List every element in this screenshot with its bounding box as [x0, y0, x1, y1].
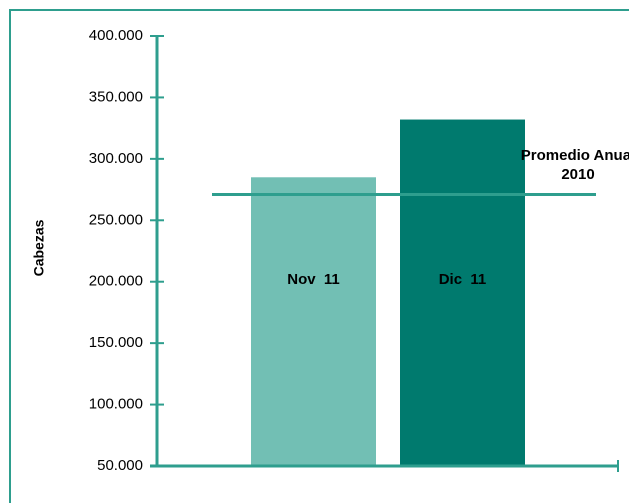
y-tick-label: 50.000	[97, 457, 143, 474]
bar	[251, 177, 376, 467]
frame	[9, 9, 629, 503]
y-tick-label: 100.000	[89, 396, 143, 413]
y-tick-label: 200.000	[89, 273, 143, 290]
reference-label: Promedio Anual 2010	[520, 147, 629, 183]
y-tick-label: 250.000	[89, 211, 143, 228]
bar	[400, 119, 525, 467]
y-tick-label: 350.000	[89, 88, 143, 105]
y-axis-label: Cabezas	[31, 219, 47, 276]
y-tick-label: 300.000	[89, 150, 143, 167]
y-tick-label: 150.000	[89, 334, 143, 351]
category-label: Nov 11	[287, 271, 340, 288]
y-tick-label: 400.000	[89, 27, 143, 44]
category-label: Dic 11	[439, 271, 487, 288]
